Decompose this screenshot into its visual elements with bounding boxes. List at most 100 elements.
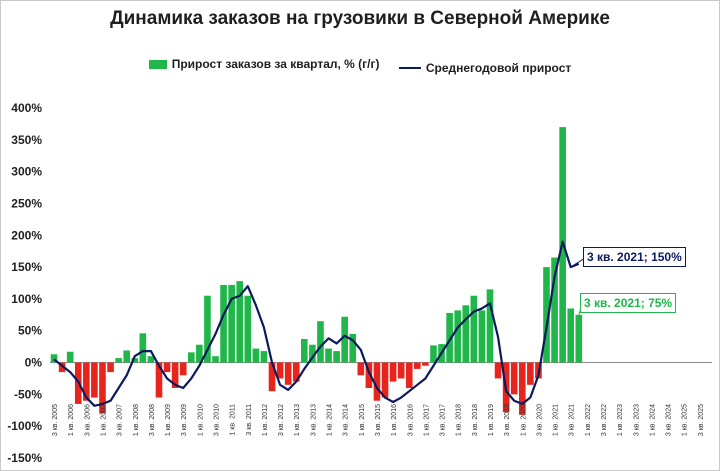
bar	[147, 356, 155, 363]
bar	[99, 362, 106, 414]
x-tick-label: 3 кв. 2009	[181, 404, 188, 436]
bar	[357, 362, 365, 376]
y-tick-label: 300%	[11, 165, 42, 179]
bar	[187, 352, 195, 363]
bar	[381, 362, 389, 398]
bar	[309, 344, 316, 363]
legend-item-line: Среднегодовой прирост	[398, 61, 571, 75]
bar	[365, 362, 373, 388]
bar	[341, 316, 348, 363]
bar	[204, 295, 211, 363]
x-tick-label: 1 кв. 2019	[488, 404, 495, 436]
y-tick-label: -100%	[7, 419, 42, 433]
bar	[543, 267, 550, 363]
bar	[446, 312, 453, 363]
bar	[567, 308, 575, 363]
x-tick-label: 1 кв. 2021	[553, 404, 560, 436]
bar	[252, 348, 260, 363]
x-tick-label: 1 кв. 2006	[68, 404, 75, 436]
x-tick-label: 1 кв. 2022	[585, 404, 592, 436]
bar	[131, 358, 139, 363]
x-tick-label: 1 кв. 2011	[230, 404, 237, 436]
x-tick-label: 3 кв. 2018	[472, 404, 479, 436]
bar	[397, 362, 405, 379]
bar	[115, 358, 122, 363]
x-tick-label: 3 кв. 2025	[698, 404, 705, 436]
x-tick-label: 3 кв. 2006	[84, 404, 91, 436]
x-tick-label: 3 кв. 2019	[504, 404, 511, 436]
y-tick-label: 350%	[11, 133, 42, 147]
x-tick-label: 3 кв. 2010	[214, 404, 221, 436]
bar	[510, 362, 518, 395]
x-tick-label: 3 кв. 2005	[52, 404, 59, 436]
bar	[430, 345, 437, 363]
x-tick-label: 1 кв. 2017	[423, 404, 430, 436]
bar	[220, 284, 227, 363]
bar	[518, 362, 526, 415]
y-tick-label: 200%	[11, 228, 42, 242]
y-tick-label: -150%	[7, 451, 42, 465]
x-tick-label: 1 кв. 2007	[100, 404, 107, 436]
bar	[244, 295, 252, 363]
bar	[196, 344, 203, 363]
x-tick-label: 3 кв. 2022	[601, 404, 608, 436]
x-tick-label: 1 кв. 2020	[520, 404, 527, 436]
y-tick-label: 150%	[11, 260, 42, 274]
x-tick-label: 3 кв. 2011	[246, 404, 253, 436]
x-tick-label: 3 кв. 2015	[375, 404, 382, 436]
x-tick-label: 3 кв. 2021	[569, 404, 576, 436]
bar	[83, 362, 90, 401]
bar	[155, 362, 163, 398]
bar	[422, 362, 429, 366]
bar	[300, 339, 308, 363]
bar	[389, 362, 397, 382]
x-tick-label: 1 кв. 2023	[617, 404, 624, 436]
bar	[405, 362, 413, 388]
x-tick-label: 1 кв. 2018	[456, 404, 463, 436]
y-tick-label: 250%	[11, 196, 42, 210]
x-tick-label: 3 кв. 2023	[633, 404, 640, 436]
bar	[462, 305, 470, 363]
x-tick-label: 3 кв. 2024	[666, 404, 673, 436]
x-tick-label: 1 кв. 2025	[682, 404, 689, 436]
x-tick-label: 3 кв. 2017	[440, 404, 447, 436]
x-tick-label: 1 кв. 2013	[294, 404, 301, 436]
bar	[66, 351, 74, 363]
x-tick-label: 1 кв. 2024	[649, 404, 656, 436]
bar	[163, 362, 171, 373]
x-tick-label: 1 кв. 2015	[359, 404, 366, 436]
bar	[317, 321, 324, 363]
x-tick-label: 1 кв. 2016	[391, 404, 398, 436]
annotation-avg-growth: 3 кв. 2021; 150%	[583, 247, 686, 267]
chart-title: Динамика заказов на грузовики в Северной…	[110, 8, 610, 29]
legend-item-bars: Прирост заказов за квартал, % (г/г)	[148, 57, 380, 71]
bar	[494, 362, 502, 379]
bar	[373, 362, 381, 401]
bar	[58, 362, 66, 373]
bar	[50, 354, 58, 363]
bar	[139, 333, 147, 363]
bar	[551, 257, 558, 363]
x-tick-label: 1 кв. 2012	[262, 404, 269, 436]
bar	[333, 351, 340, 363]
bar	[414, 362, 421, 369]
x-tick-label: 3 кв. 2013	[310, 404, 317, 436]
bar	[470, 295, 478, 363]
x-tick-label: 3 кв. 2012	[278, 404, 285, 436]
y-tick-label: 100%	[11, 292, 42, 306]
x-tick-label: 3 кв. 2008	[149, 404, 156, 436]
legend-swatch-line	[398, 66, 421, 69]
y-tick-label: 0%	[25, 356, 43, 370]
bar	[236, 281, 244, 363]
annotation-quarter-growth: 3 кв. 2021; 75%	[580, 293, 677, 313]
x-tick-label: 3 кв. 2020	[536, 404, 543, 436]
x-tick-label: 1 кв. 2014	[327, 404, 334, 436]
legend-swatch-bars	[148, 59, 167, 69]
bar	[268, 362, 276, 392]
bar	[454, 310, 462, 363]
x-tick-label: 1 кв. 2008	[133, 404, 140, 436]
bar	[284, 362, 292, 385]
y-tick-label: 400%	[11, 101, 42, 115]
bar	[486, 289, 494, 363]
